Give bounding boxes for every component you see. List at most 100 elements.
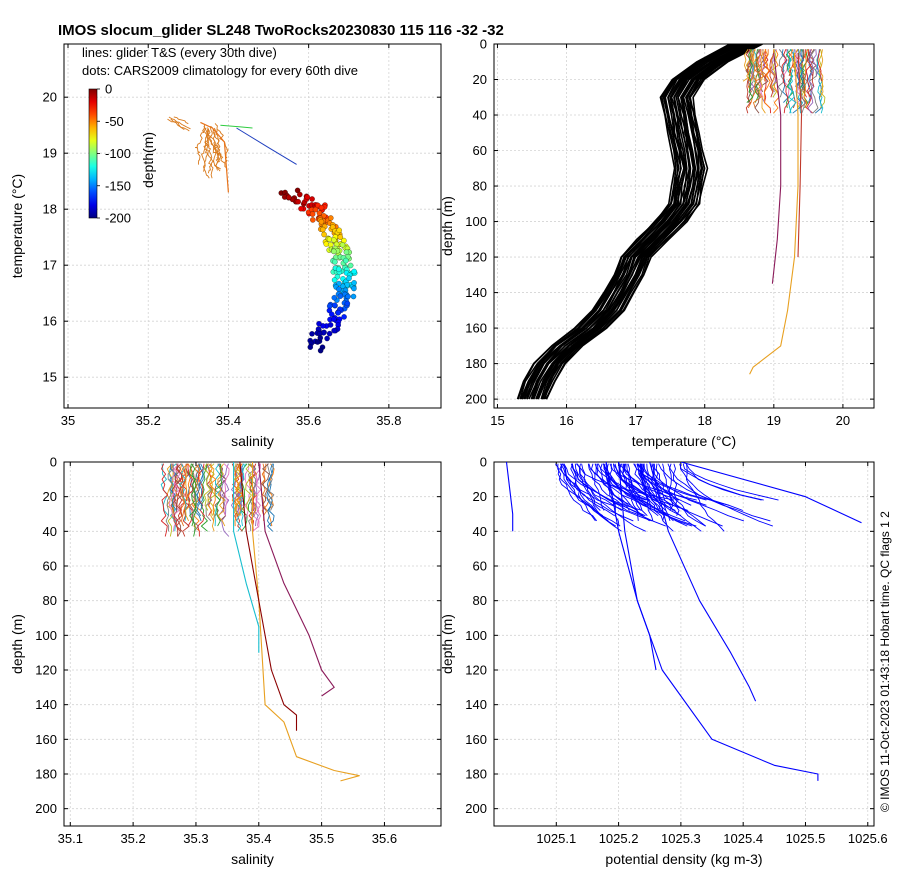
ts-climatology-dot bbox=[327, 242, 334, 248]
sal-glider-profile bbox=[261, 463, 270, 511]
dens-glider-profile bbox=[685, 463, 779, 501]
temp-x-tick-label: 17 bbox=[628, 413, 642, 428]
temp-glider-series-line bbox=[749, 52, 799, 375]
dens-x-tick-label: 1025.6 bbox=[848, 831, 888, 846]
dens-y-tick-label: 180 bbox=[465, 767, 487, 782]
temp-glider-profile bbox=[760, 49, 771, 82]
dens-glider-profile bbox=[654, 463, 671, 522]
sal-y-tick-label: 60 bbox=[43, 559, 57, 574]
ts-climatology-dot bbox=[309, 211, 316, 217]
dens-x-tick-label: 1025.1 bbox=[536, 831, 576, 846]
ts-y-tick-label: 18 bbox=[43, 202, 57, 217]
dens-glider-profile bbox=[603, 463, 693, 527]
sal-y-tick-label: 180 bbox=[35, 767, 57, 782]
temp-x-tick-label: 20 bbox=[836, 413, 850, 428]
ts-climatology-dot bbox=[307, 344, 314, 350]
colorbar-label: depth(m) bbox=[140, 132, 156, 188]
temp-y-tick-label: 0 bbox=[480, 37, 487, 52]
temp-y-tick-label: 200 bbox=[465, 392, 487, 407]
ts-climatology-dot bbox=[316, 210, 323, 216]
temp-plot-area bbox=[516, 44, 826, 400]
dens-ylabel: depth (m) bbox=[439, 614, 455, 674]
sal-plot-area bbox=[160, 462, 360, 782]
temp-climatology-profile bbox=[535, 44, 750, 400]
ts-ylabel: temperature (°C) bbox=[9, 174, 25, 278]
dens-glider-profile bbox=[588, 463, 646, 501]
dens-glider-series-line bbox=[605, 462, 657, 671]
salinity-depth-axes: 35.1 35.2 35.3 35.4 35.5 35.6 0 20 40 60 80 100 120 1… bbox=[9, 455, 442, 867]
sal-glider-profile bbox=[175, 463, 185, 532]
ts-climatology-dot bbox=[297, 191, 303, 198]
temp-glider-profile bbox=[742, 49, 752, 82]
temp-y-tick-label: 160 bbox=[465, 321, 487, 336]
dens-glider-profile bbox=[639, 463, 674, 532]
ts-climatology-dot bbox=[331, 248, 337, 255]
ts-climatology-dot bbox=[320, 226, 326, 233]
dens-glider-series-line bbox=[618, 462, 819, 781]
temp-y-tick-label: 120 bbox=[465, 250, 487, 265]
temp-glider-profile bbox=[817, 49, 823, 82]
temp-frame bbox=[493, 43, 875, 409]
sal-glider-profile bbox=[203, 463, 211, 511]
ts-x-tick-label: 35.2 bbox=[136, 413, 161, 428]
ts-climatology-dot bbox=[347, 262, 354, 269]
ts-climatology-dot bbox=[304, 194, 311, 200]
sal-glider-profile bbox=[233, 463, 242, 516]
ts-climatology-dot bbox=[318, 204, 325, 211]
ts-climatology-dot bbox=[335, 309, 342, 316]
temp-climatology-profile bbox=[545, 44, 763, 400]
ts-y-tick-label: 17 bbox=[43, 258, 57, 273]
ts-y-tick-label: 19 bbox=[43, 146, 57, 161]
ts-plot-area bbox=[167, 116, 358, 354]
dens-y-tick-label: 80 bbox=[473, 593, 487, 608]
figure-title: IMOS slocum_glider SL248 TwoRocks2023083… bbox=[58, 22, 504, 39]
ts-climatology-dot bbox=[330, 316, 337, 322]
sal-glider-profile bbox=[184, 463, 191, 522]
ts-climatology-dot bbox=[331, 327, 337, 334]
dens-x-tick-label: 1025.3 bbox=[661, 831, 701, 846]
sal-glider-profile bbox=[251, 463, 260, 532]
temperature-depth-axes: 15 16 17 18 19 20020406080100120140160180200t… bbox=[439, 37, 875, 449]
dens-y-tick-label: 60 bbox=[473, 559, 487, 574]
ts-diagram-axes: 35 35.2 35.4 35.6 35.8 15 16 17 18 19 20 salinity te… bbox=[9, 43, 442, 449]
depth-colorbar bbox=[88, 88, 98, 219]
density-depth-axes: 1025.1 1025.2 1025.3 1025.4 1025.5 1025.6 0 20 4… bbox=[439, 455, 888, 868]
ts-climatology-dot bbox=[317, 335, 324, 341]
dens-y-tick-label: 120 bbox=[465, 663, 487, 678]
ts-glider-profile-line bbox=[203, 126, 220, 156]
ts-glider-profile-line bbox=[170, 118, 190, 132]
dens-y-tick-label: 40 bbox=[473, 524, 487, 539]
ts-climatology-dot bbox=[351, 268, 357, 275]
temp-y-tick-label: 100 bbox=[465, 214, 487, 229]
sal-glider-profile bbox=[196, 463, 204, 516]
temp-climatology-profile bbox=[541, 44, 757, 400]
dens-glider-profile bbox=[640, 463, 661, 501]
sal-glider-profile bbox=[266, 463, 275, 511]
ts-glider-profile-line bbox=[209, 126, 222, 170]
sal-x-tick-label: 35.2 bbox=[120, 831, 145, 846]
dens-glider-profile bbox=[578, 463, 609, 522]
ts-glider-profile-line bbox=[204, 131, 214, 179]
ts-glider-profile-line bbox=[167, 118, 191, 130]
temp-glider-series-line bbox=[797, 52, 803, 258]
temp-y-tick-label: 20 bbox=[473, 72, 487, 87]
dens-glider-profile bbox=[606, 463, 620, 527]
ts-glider-profile-line bbox=[203, 127, 209, 172]
dens-glider-profile bbox=[575, 463, 675, 501]
dens-glider-series-line bbox=[505, 462, 514, 532]
sal-y-tick-label: 100 bbox=[35, 628, 57, 643]
sal-glider-series-line bbox=[251, 462, 360, 782]
ts-legend-text: lines: glider T&S (every 30th dive) bbox=[82, 45, 277, 60]
sal-x-tick-label: 35.5 bbox=[309, 831, 334, 846]
dens-glider-profile bbox=[619, 463, 642, 511]
ts-climatology-dot bbox=[343, 249, 350, 255]
ts-climatology-dot bbox=[351, 285, 357, 292]
sal-glider-profile bbox=[217, 463, 226, 527]
dens-glider-profile bbox=[596, 463, 632, 506]
ts-climatology-dot bbox=[343, 257, 349, 264]
ts-climatology-dot bbox=[329, 311, 335, 318]
dens-x-tick-label: 1025.5 bbox=[786, 831, 826, 846]
sal-x-tick-label: 35.4 bbox=[246, 831, 271, 846]
colorbar-tick-label: -100 bbox=[105, 146, 131, 161]
ts-glider-profile-line bbox=[214, 123, 220, 163]
